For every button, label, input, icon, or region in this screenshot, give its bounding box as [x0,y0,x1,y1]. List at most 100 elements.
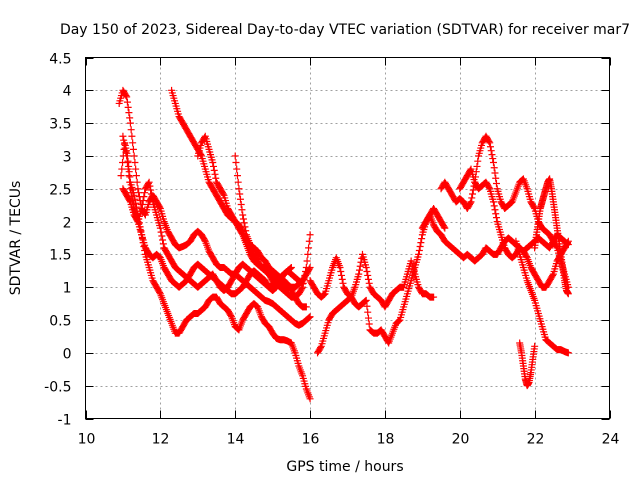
data-point [364,275,372,283]
y-tick-label: -1 [58,413,72,429]
data-point [468,194,476,202]
data-point [491,169,499,177]
data-point [365,320,373,328]
data-point [117,172,125,180]
data-point [489,159,497,167]
data-point [549,271,557,279]
data-point [124,165,132,173]
data-point [300,275,308,283]
data-point [466,199,474,207]
data-point [122,148,130,156]
data-point [488,151,496,159]
data-point [364,271,372,279]
data-point [339,279,347,287]
data-point [299,279,307,287]
data-point [138,204,146,212]
x-tick-label: 22 [527,432,545,448]
data-point [210,162,218,170]
data-point [302,267,310,275]
data-point [355,270,363,278]
data-point [238,206,246,214]
data-point [305,314,313,322]
data-point [361,298,369,306]
y-tick-label: 0 [63,347,72,363]
data-point [362,296,370,304]
data-point [486,143,494,151]
data-point [338,271,346,279]
data-point [489,198,497,206]
data-point [299,283,307,291]
data-point [522,252,530,260]
data-point [122,92,130,100]
series-track-14 [516,339,539,390]
data-point [132,172,140,180]
y-tick-label: 4.5 [49,52,71,68]
data-point [564,237,572,245]
data-point [146,182,154,190]
data-point [201,134,209,142]
y-tick-label: 4 [63,84,72,100]
data-point [124,103,132,111]
data-point [305,265,313,273]
data-point [489,155,497,163]
data-point [469,186,477,194]
data-point [138,201,146,209]
data-point [336,264,344,272]
data-point [364,314,372,322]
data-point [491,206,499,214]
data-point [490,164,498,172]
data-point [362,264,370,272]
data-point [123,152,131,160]
data-point [298,285,306,293]
data-point [236,190,244,198]
y-tick-label: 1.5 [49,248,71,264]
data-point [134,185,142,193]
data-point [159,240,167,248]
chart-title: Day 150 of 2023, Sidereal Day-to-day VTE… [60,22,630,38]
data-point [394,317,402,325]
data-point [132,165,140,173]
data-point [302,264,310,272]
data-point [219,190,227,198]
x-tick-label: 14 [227,432,245,448]
axis-ticks [85,57,611,420]
x-tick-label: 24 [602,432,620,448]
x-tick-label: 16 [302,432,320,448]
data-point [355,266,363,274]
data-point [415,246,423,254]
data-point [145,178,153,186]
y-tick-label: 2.5 [49,183,71,199]
series-track-4 [119,178,307,295]
data-point [490,202,498,210]
data-point [239,215,247,223]
x-tick-label: 18 [377,432,395,448]
data-point [147,186,155,194]
y-tick-label: 3 [63,150,72,166]
data-point [317,344,325,352]
data-point [240,219,248,227]
data-point [363,267,371,275]
data-point [126,197,134,205]
data-point [474,157,482,165]
x-tick-label: 20 [452,432,470,448]
data-point [126,185,134,193]
data-point [233,165,241,173]
data-point [337,267,345,275]
data-point [141,189,149,197]
data-point [127,189,135,197]
plot-frame [85,57,610,419]
data-point [126,119,134,127]
data-point [125,172,133,180]
y-tick-label: 3.5 [49,117,71,133]
data-point [156,288,164,296]
data-point [418,235,426,243]
data-point [492,180,500,188]
data-point [485,138,493,146]
data-point [301,271,309,279]
data-point [287,264,295,272]
data-point [306,231,314,239]
data-point [227,311,235,319]
y-axis-label: SDTVAR / TECUs [8,181,24,296]
data-point [236,195,244,203]
data-point [140,193,148,201]
